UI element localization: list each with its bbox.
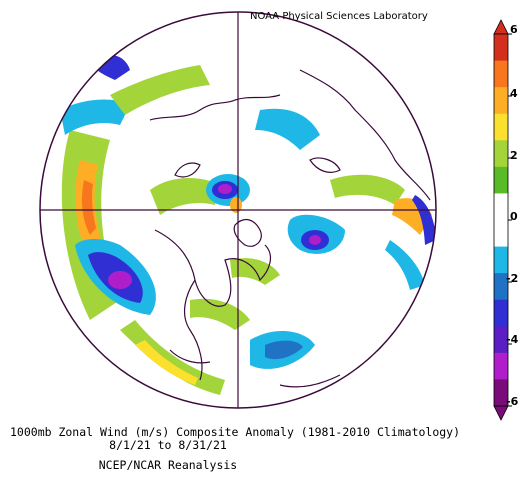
colorbar-extend-min bbox=[493, 405, 509, 421]
colorbar-extend-max bbox=[493, 19, 509, 35]
colorbar-tick-2: 2 bbox=[510, 149, 518, 162]
negative-anomaly-east-edge bbox=[385, 240, 425, 290]
coastlines bbox=[149, 69, 431, 388]
colorbar-segment bbox=[494, 220, 508, 248]
positive-anomaly-center bbox=[150, 178, 220, 215]
negative-anomaly-pole-peak bbox=[218, 184, 232, 194]
colorbar-tick-neg2: -2 bbox=[506, 272, 519, 285]
negative-anomaly-ne bbox=[255, 108, 320, 150]
colorbar-tick-0: 0 bbox=[510, 210, 518, 223]
colorbar-tick-neg6: -6 bbox=[506, 395, 519, 408]
negative-anomaly-nw bbox=[60, 99, 130, 135]
negative-anomaly-east-peak bbox=[309, 235, 321, 245]
positive-anomaly-ne bbox=[330, 174, 405, 205]
positive-anomaly-ssw bbox=[190, 298, 250, 330]
colorbar-segment bbox=[494, 166, 508, 194]
colorbar bbox=[493, 19, 512, 421]
colorbar-segment bbox=[494, 273, 508, 301]
colorbar-segment bbox=[494, 140, 508, 168]
negative-anomaly-far-east bbox=[412, 195, 436, 245]
colorbar-tick-6: 6 bbox=[510, 23, 518, 36]
caption-line-3: NCEP/NCAR Reanalysis bbox=[98, 458, 238, 472]
positive-anomaly-north bbox=[110, 65, 210, 115]
colorbar-segment bbox=[494, 193, 508, 221]
positive-anomaly-south bbox=[230, 258, 280, 285]
colorbar-segment bbox=[494, 34, 508, 62]
positive-anomaly-peak-west bbox=[82, 180, 96, 235]
caption-line-1: 1000mb Zonal Wind (m/s) Composite Anomal… bbox=[10, 425, 461, 439]
colorbar-tick-4: 4 bbox=[510, 87, 518, 100]
colorbar-segment bbox=[494, 326, 508, 354]
negative-anomaly-se-core bbox=[265, 340, 303, 360]
colorbar-segment bbox=[494, 87, 508, 115]
negative-anomaly-west-peak bbox=[108, 271, 132, 289]
colorbar-segment bbox=[494, 299, 508, 327]
colorbar-segment bbox=[494, 352, 508, 380]
credit-label: NOAA Physical Sciences Laboratory bbox=[250, 11, 428, 22]
positive-anomaly-sw-core bbox=[135, 340, 198, 385]
colorbar-segment bbox=[494, 246, 508, 274]
colorbar-segment bbox=[494, 60, 508, 88]
colorbar-segment bbox=[494, 379, 508, 407]
colorbar-tick-neg4: -4 bbox=[506, 333, 519, 346]
caption-line-2: 8/1/21 to 8/31/21 bbox=[109, 438, 227, 452]
colorbar-segment bbox=[494, 113, 508, 141]
positive-anomaly-sw bbox=[120, 320, 225, 395]
positive-anomaly-pole bbox=[230, 197, 242, 213]
